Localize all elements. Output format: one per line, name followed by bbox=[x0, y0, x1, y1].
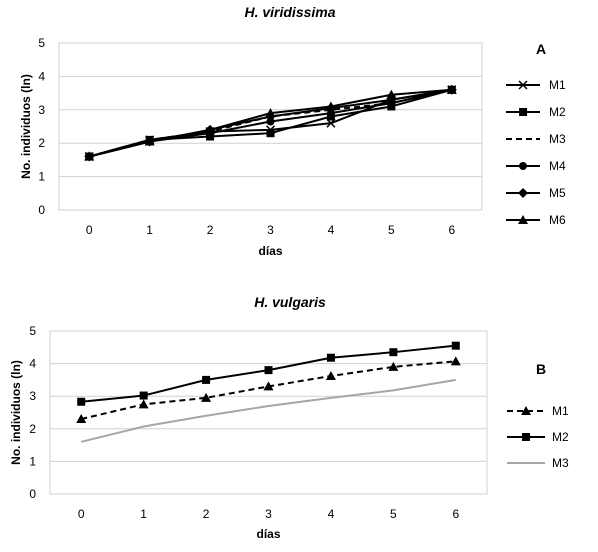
y-tick-label: 0 bbox=[38, 203, 45, 217]
legend-entry-m3: M3 bbox=[507, 456, 569, 470]
x-tick-label: 2 bbox=[207, 223, 214, 237]
legend-label: M3 bbox=[549, 132, 566, 146]
x-tick-label: 6 bbox=[448, 223, 455, 237]
data-point bbox=[263, 381, 274, 391]
legend-marker bbox=[519, 108, 527, 116]
data-point bbox=[202, 375, 211, 384]
legend-marker bbox=[519, 162, 527, 170]
y-tick-label: 5 bbox=[38, 36, 45, 50]
legend-label: M4 bbox=[549, 159, 566, 173]
y-tick-label: 4 bbox=[29, 357, 36, 371]
x-tick-label: 6 bbox=[452, 507, 459, 521]
data-point bbox=[326, 353, 335, 362]
data-point bbox=[264, 366, 273, 375]
x-tick-label: 1 bbox=[140, 507, 147, 521]
legend-label: M2 bbox=[549, 105, 566, 119]
legend-marker bbox=[518, 215, 528, 224]
y-tick-label: 2 bbox=[29, 422, 36, 436]
legend-label: M2 bbox=[552, 430, 569, 444]
data-point bbox=[201, 392, 212, 402]
y-tick-label: 2 bbox=[38, 136, 45, 150]
series-m1 bbox=[76, 356, 461, 424]
legend-label: M5 bbox=[549, 186, 566, 200]
data-point bbox=[265, 108, 276, 118]
y-axis-label: No. individuos (ln) bbox=[9, 360, 23, 465]
chart-panel-b: H. vulgaris B 0 1 2 3 4 5 0 1 2 3 4 5 6 días No. individ… bbox=[9, 294, 569, 541]
y-axis-label: No. individuos (ln) bbox=[19, 74, 33, 179]
x-axis-label: días bbox=[258, 244, 282, 258]
data-point bbox=[266, 117, 275, 126]
data-point bbox=[450, 356, 461, 366]
chart-title: H. viridissima bbox=[244, 4, 335, 20]
data-point bbox=[389, 348, 398, 357]
legend-entry-m3: M3 bbox=[506, 132, 566, 146]
data-point bbox=[76, 414, 87, 424]
legend-marker bbox=[518, 188, 528, 198]
plot-frame bbox=[58, 42, 483, 211]
x-tick-label: 3 bbox=[265, 507, 272, 521]
legend-marker bbox=[521, 406, 531, 415]
legend-entry-m2: M2 bbox=[507, 430, 569, 444]
data-point bbox=[325, 101, 336, 111]
series-m4 bbox=[85, 85, 456, 161]
series-m3 bbox=[80, 378, 456, 443]
x-tick-label: 1 bbox=[146, 223, 153, 237]
data-point bbox=[266, 129, 275, 138]
data-point bbox=[386, 89, 397, 99]
data-point bbox=[144, 136, 155, 146]
legend-marker bbox=[522, 433, 530, 441]
x-tick-label: 0 bbox=[86, 223, 93, 237]
series-m2 bbox=[77, 341, 460, 406]
legend-label: M1 bbox=[552, 404, 569, 418]
x-axis-label: días bbox=[256, 527, 280, 541]
legend-label: M1 bbox=[549, 78, 566, 92]
x-tick-label: 5 bbox=[390, 507, 397, 521]
legend-label: M6 bbox=[549, 213, 566, 227]
legend-entry-m1: M1 bbox=[506, 78, 566, 92]
chart-title: H. vulgaris bbox=[254, 294, 326, 310]
legend-entry-m5: M5 bbox=[506, 186, 566, 200]
x-tick-label: 5 bbox=[388, 223, 395, 237]
y-tick-label: 0 bbox=[29, 487, 36, 501]
x-tick-label: 4 bbox=[328, 507, 335, 521]
legend-label: M3 bbox=[552, 456, 569, 470]
x-tick-label: 3 bbox=[267, 223, 274, 237]
data-point bbox=[84, 151, 95, 161]
y-tick-label: 4 bbox=[38, 69, 45, 83]
y-tick-label: 5 bbox=[29, 324, 36, 338]
legend-entry-m2: M2 bbox=[506, 105, 566, 119]
data-point bbox=[451, 341, 460, 350]
legend-entry-m4: M4 bbox=[506, 159, 566, 173]
legend-entry-m1: M1 bbox=[507, 404, 569, 418]
series-m6 bbox=[84, 84, 457, 161]
x-tick-label: 4 bbox=[328, 223, 335, 237]
y-tick-label: 3 bbox=[29, 389, 36, 403]
x-tick-label: 2 bbox=[203, 507, 210, 521]
y-tick-label: 1 bbox=[29, 454, 36, 468]
legend-entry-m6: M6 bbox=[506, 213, 566, 227]
data-point bbox=[446, 84, 457, 94]
data-point bbox=[205, 124, 216, 134]
data-point bbox=[388, 361, 399, 371]
legend-marker bbox=[518, 80, 528, 90]
data-point bbox=[326, 109, 335, 118]
panel-label: B bbox=[536, 361, 546, 377]
chart-panel-a: H. viridissima A 0 1 2 3 4 5 0 1 2 3 4 5 6 días No. indi… bbox=[19, 4, 566, 258]
data-point bbox=[138, 399, 149, 409]
y-tick-label: 1 bbox=[38, 170, 45, 184]
data-point bbox=[77, 397, 86, 406]
data-point bbox=[139, 391, 148, 400]
x-tick-label: 0 bbox=[78, 507, 85, 521]
series-line bbox=[80, 378, 456, 443]
data-point bbox=[326, 118, 336, 128]
data-point bbox=[325, 370, 336, 380]
panel-label: A bbox=[536, 41, 546, 57]
y-tick-label: 3 bbox=[38, 103, 45, 117]
plot-frame bbox=[49, 330, 488, 495]
